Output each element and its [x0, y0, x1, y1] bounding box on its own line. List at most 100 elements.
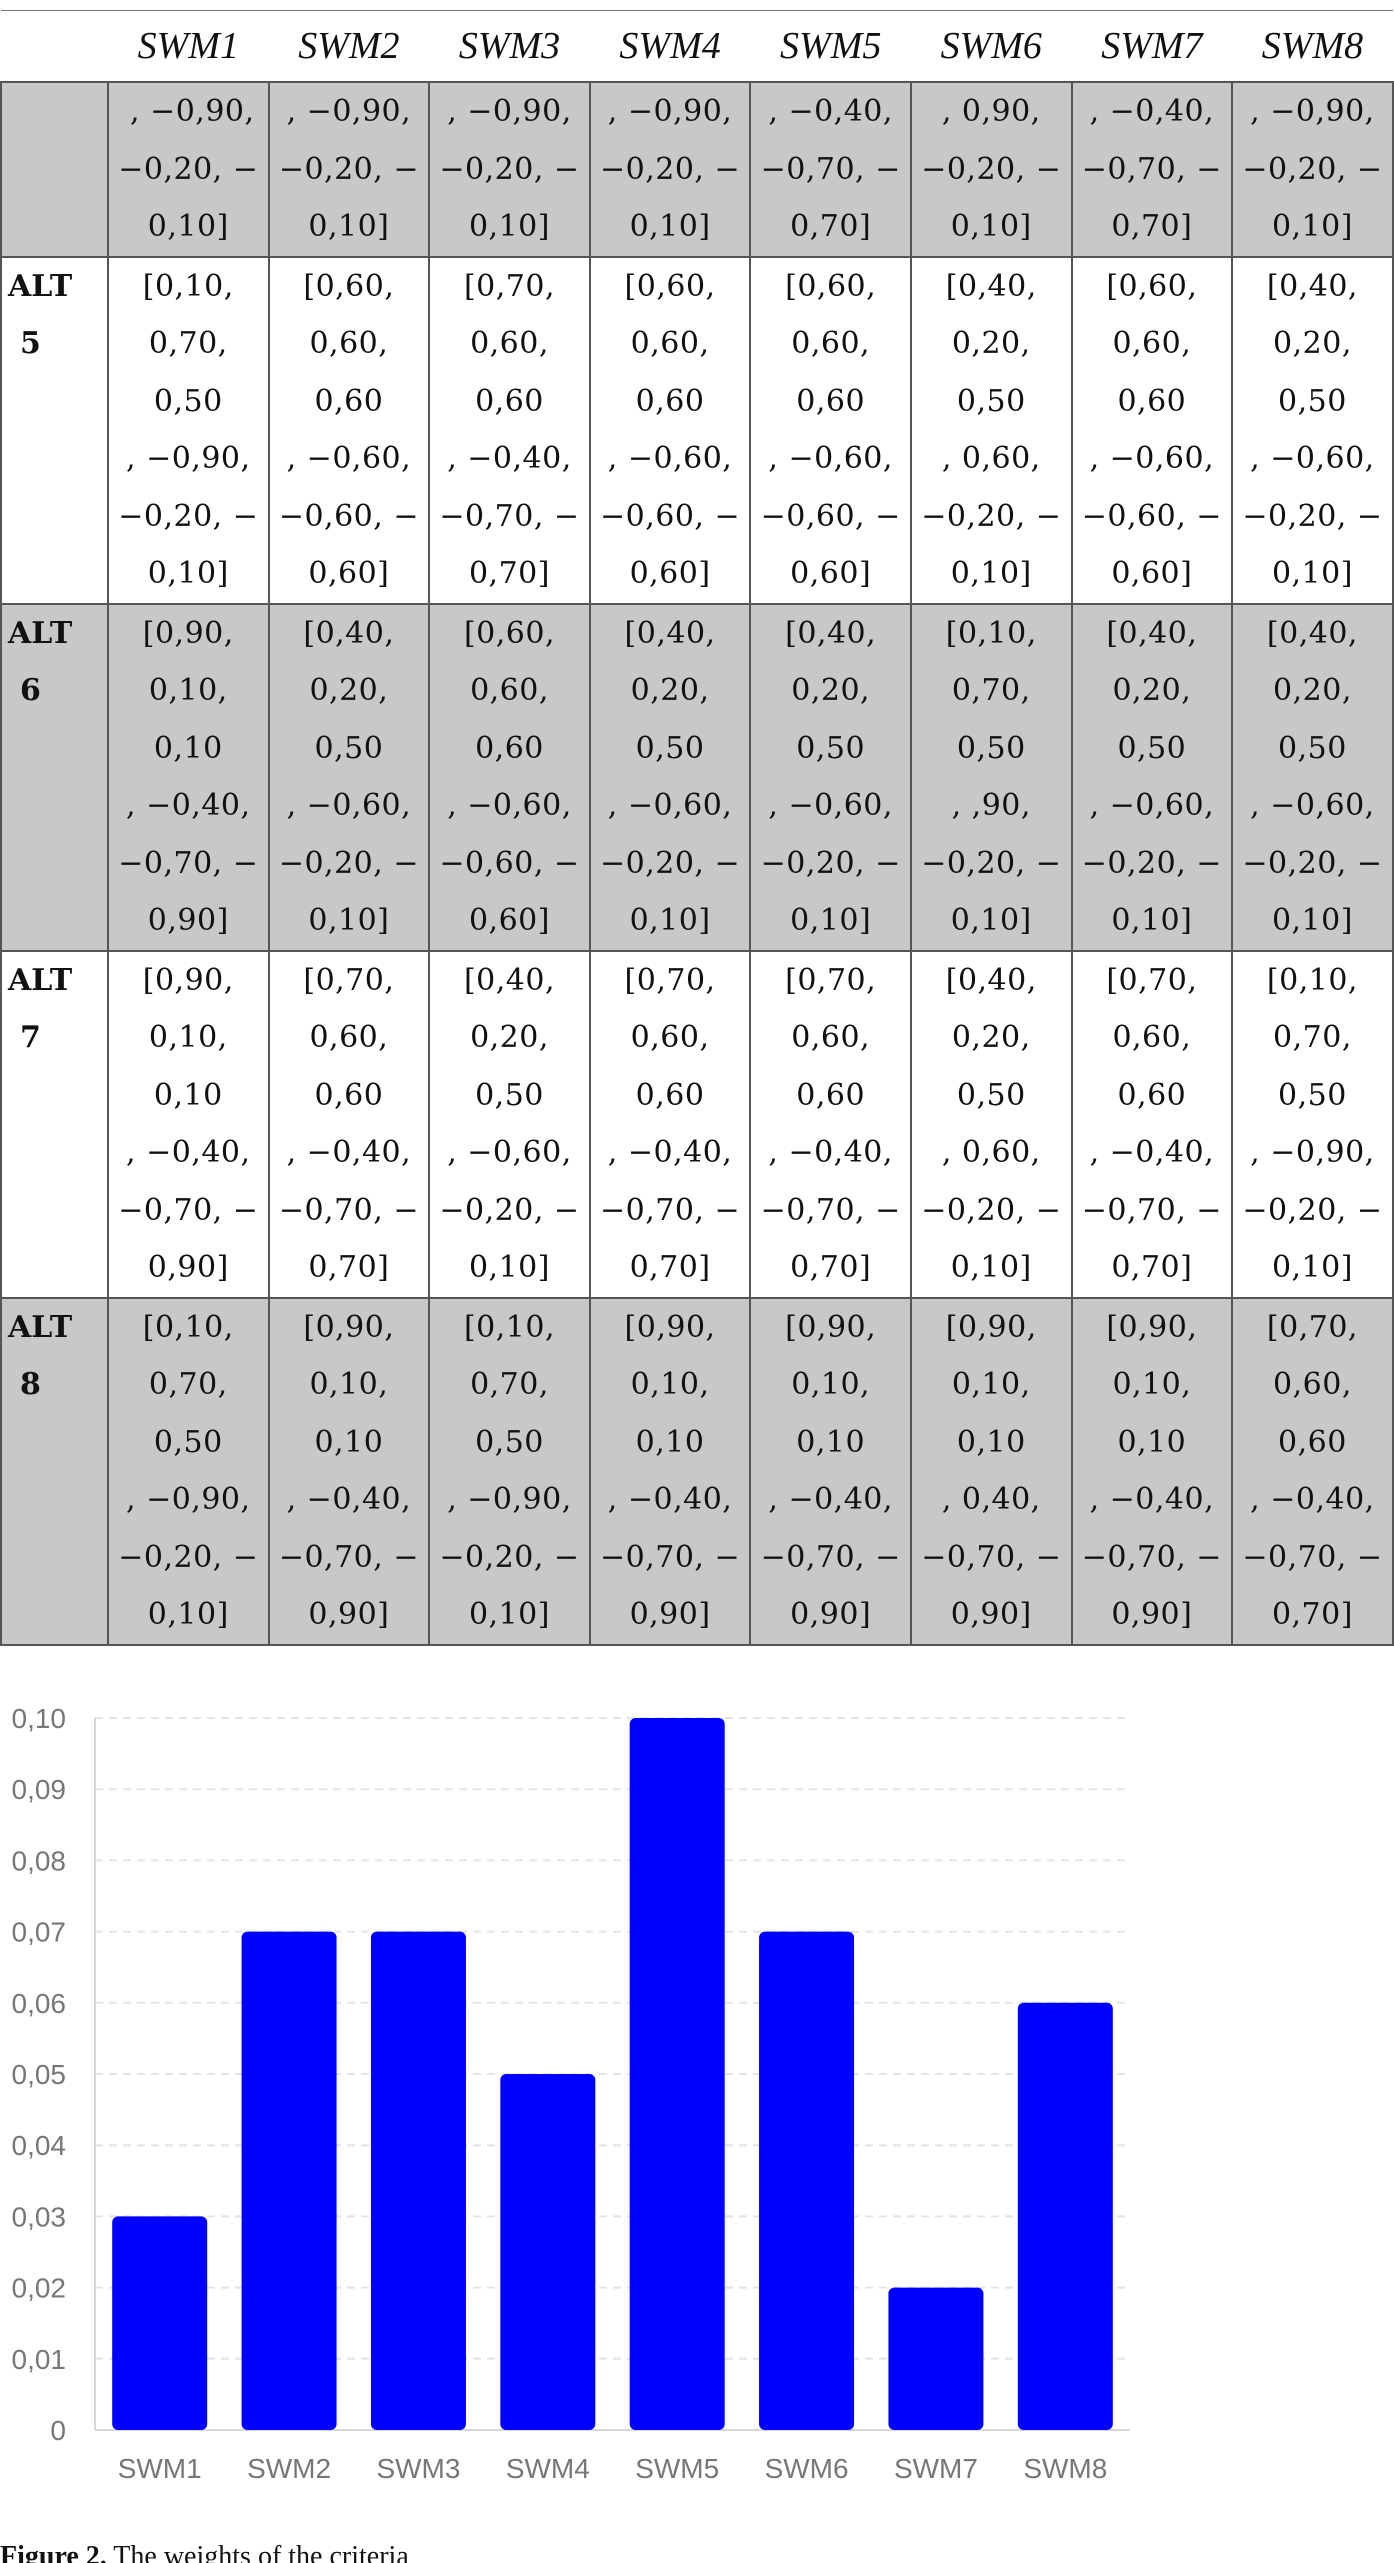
- cell-value-line: 0,20,: [1273, 673, 1352, 708]
- x-tick-label: SWM5: [635, 2453, 719, 2484]
- cell-value-line: [0,70,: [463, 268, 555, 304]
- cell-value-line: [0,10,: [142, 268, 234, 304]
- cell-value-line: 0,10: [153, 1077, 223, 1113]
- cell-value-line: 0,10]: [1271, 209, 1353, 244]
- cell-value-line: [0,90,: [303, 1309, 395, 1345]
- cell-value-line: [0,70,: [624, 962, 716, 998]
- cell-value-line: 0,10]: [308, 903, 390, 938]
- cell-value-line: 0,90]: [1111, 1597, 1193, 1632]
- y-tick-label: 0,10: [12, 1703, 67, 1734]
- cell-value-line: 0,60: [796, 383, 866, 419]
- cell-value-line: [0,60,: [303, 268, 395, 304]
- cell-value-line: 0,10]: [468, 1250, 550, 1285]
- cell-value-line: 0,20,: [470, 1020, 549, 1055]
- cell-value-line: , −0,90,: [1250, 94, 1375, 129]
- cell-value-line: −0,60, −: [278, 498, 419, 534]
- table-cell: [0,10, 0,70, 0,50 , −0,90, −0,20, − 0,10]: [107, 1296, 270, 1646]
- cell-value-line: 0,10]: [950, 209, 1032, 244]
- table-cell: , −0,90, −0,20, − 0,10]: [1231, 81, 1394, 258]
- bar-swm7: [888, 2287, 984, 2430]
- cell-value-line: 0,50: [796, 730, 866, 766]
- cell-value-line: 0,50: [1117, 730, 1187, 766]
- cell-value-line: 0,60: [1278, 1424, 1347, 1460]
- cell-value-line: 0,10: [314, 1424, 384, 1460]
- column-header-swm4: SWM4: [589, 10, 751, 82]
- cell-value-line: , −0,90,: [447, 94, 572, 129]
- cell-value-line: 0,60: [314, 383, 384, 419]
- cell-value-line: 0,50: [314, 730, 384, 766]
- cell-value-line: 0,70,: [951, 673, 1031, 708]
- cell-value-line: 0,60,: [630, 1020, 710, 1055]
- table-header-row: SWM1 SWM2 SWM3 SWM4 SWM5 SWM6 SWM7 SWM8: [1, 10, 1393, 82]
- table-row: ALT 7 [0,90, 0,10, 0,10 , −0,40, −0,70, − 0,90]…: [0, 949, 1394, 1299]
- cell-value-line: 0,70]: [1111, 209, 1193, 244]
- table-cell: [0,40, 0,20, 0,50 , −0,60, −0,20, − 0,10]: [588, 602, 752, 952]
- cell-value-line: 0,60]: [308, 556, 390, 591]
- cell-value-line: 0,10]: [468, 1597, 550, 1632]
- cell-value-line: 0,90]: [147, 903, 229, 938]
- cell-value-line: 0,90]: [950, 1597, 1032, 1632]
- cell-value-line: −0,70, −: [600, 1192, 741, 1228]
- cell-value-line: 0,10: [956, 1424, 1026, 1460]
- cell-value-line: 0,60: [796, 1077, 866, 1113]
- table-cell: [0,60, 0,60, 0,60 , −0,60, −0,60, − 0,60]: [428, 602, 591, 952]
- table-cell: [0,90, 0,10, 0,10 , −0,40, −0,70, − 0,90]: [267, 1296, 431, 1646]
- cell-value-line: , −0,90,: [286, 94, 412, 129]
- row-label-line: ALT: [8, 1309, 73, 1345]
- cell-value-line: 0,20,: [951, 1020, 1031, 1055]
- cell-value-line: −0,70, −: [921, 1539, 1062, 1575]
- table-cell: [0,40, 0,20, 0,50 , −0,60, −0,20, − 0,10]: [749, 602, 912, 952]
- cell-value-line: 0,10]: [1271, 556, 1353, 591]
- cell-value-line: −0,70, −: [118, 845, 259, 881]
- table-row: , −0,90, −0,20, − 0,10] , −0,90, −0,20, − 0,1…: [0, 81, 1394, 258]
- cell-value-line: 0,60,: [1112, 1020, 1192, 1055]
- cell-value-line: 0,10: [153, 730, 223, 766]
- cell-value-line: , −0,40,: [1089, 1482, 1215, 1517]
- cell-value-line: 0,60,: [630, 326, 710, 361]
- cell-value-line: [0,60,: [1106, 268, 1198, 304]
- cell-value-line: , −0,60,: [447, 788, 572, 823]
- cell-value-line: 0,10]: [147, 556, 229, 591]
- cell-value-line: 0,20,: [1273, 326, 1352, 361]
- table-cell: [0,40, 0,20, 0,50 , −0,60, −0,20, − 0,10]: [1231, 255, 1394, 605]
- cell-value-line: 0,60: [475, 730, 544, 766]
- row-label-line: 8: [20, 1366, 41, 1402]
- cell-value-line: −0,20, −: [921, 151, 1062, 187]
- cell-value-line: 0,90]: [308, 1597, 390, 1632]
- table-cell: [0,60, 0,60, 0,60 , −0,60, −0,60, − 0,60]: [267, 255, 431, 605]
- table-cell: [0,70, 0,60, 0,60 , −0,40, −0,70, − 0,70]: [1070, 949, 1234, 1299]
- table-cell: [0,90, 0,10, 0,10 , −0,40, −0,70, − 0,90]: [107, 602, 270, 952]
- cell-value-line: [0,60,: [463, 615, 555, 651]
- cell-value-line: −0,20, −: [600, 151, 741, 187]
- table-cell: [0,90, 0,10, 0,10 , −0,40, −0,70, − 0,90]: [107, 949, 270, 1299]
- cell-value-line: 0,60,: [1273, 1367, 1352, 1402]
- bar-swm4: [500, 2074, 596, 2430]
- cell-value-line: 0,10,: [791, 1367, 871, 1402]
- cell-value-line: [0,10,: [463, 1309, 555, 1345]
- cell-value-line: , −0,40,: [768, 1135, 893, 1170]
- cell-value-line: , −0,60,: [286, 788, 412, 823]
- cell-value-line: 0,60,: [791, 326, 871, 361]
- cell-value-line: 0,10]: [147, 1597, 229, 1632]
- cell-value-line: , −0,60,: [1089, 441, 1215, 476]
- y-tick-label: 0,04: [12, 2130, 67, 2161]
- table-cell: [0,90, 0,10, 0,10 , −0,40, −0,70, − 0,90]: [1070, 1296, 1234, 1646]
- row-label: [0, 81, 109, 258]
- y-tick-label: 0,02: [12, 2273, 67, 2304]
- cell-value-line: , −0,60,: [447, 1135, 572, 1170]
- cell-value-line: [0,70,: [303, 962, 395, 998]
- x-tick-label: SWM2: [247, 2453, 331, 2484]
- table-cell: [0,70, 0,60, 0,60 , −0,40, −0,70, − 0,70]: [588, 949, 752, 1299]
- table-cell: , −0,90, −0,20, − 0,10]: [267, 81, 431, 258]
- cell-value-line: 0,10]: [468, 209, 550, 244]
- cell-value-line: [0,10,: [142, 1309, 234, 1345]
- table-cell: [0,10, 0,70, 0,50 , −0,90, −0,20, − 0,10]: [1231, 949, 1394, 1299]
- cell-value-line: −0,60, −: [1081, 498, 1222, 534]
- cell-value-line: 0,20,: [1112, 673, 1192, 708]
- y-tick-label: 0,06: [12, 1988, 67, 2019]
- table-cell: [0,70, 0,60, 0,60 , −0,40, −0,70, − 0,70]: [428, 255, 591, 605]
- cell-value-line: −0,20, −: [278, 151, 419, 187]
- cell-value-line: −0,70, −: [439, 498, 580, 534]
- cell-value-line: 0,10: [635, 1424, 705, 1460]
- cell-value-line: 0,10]: [308, 209, 390, 244]
